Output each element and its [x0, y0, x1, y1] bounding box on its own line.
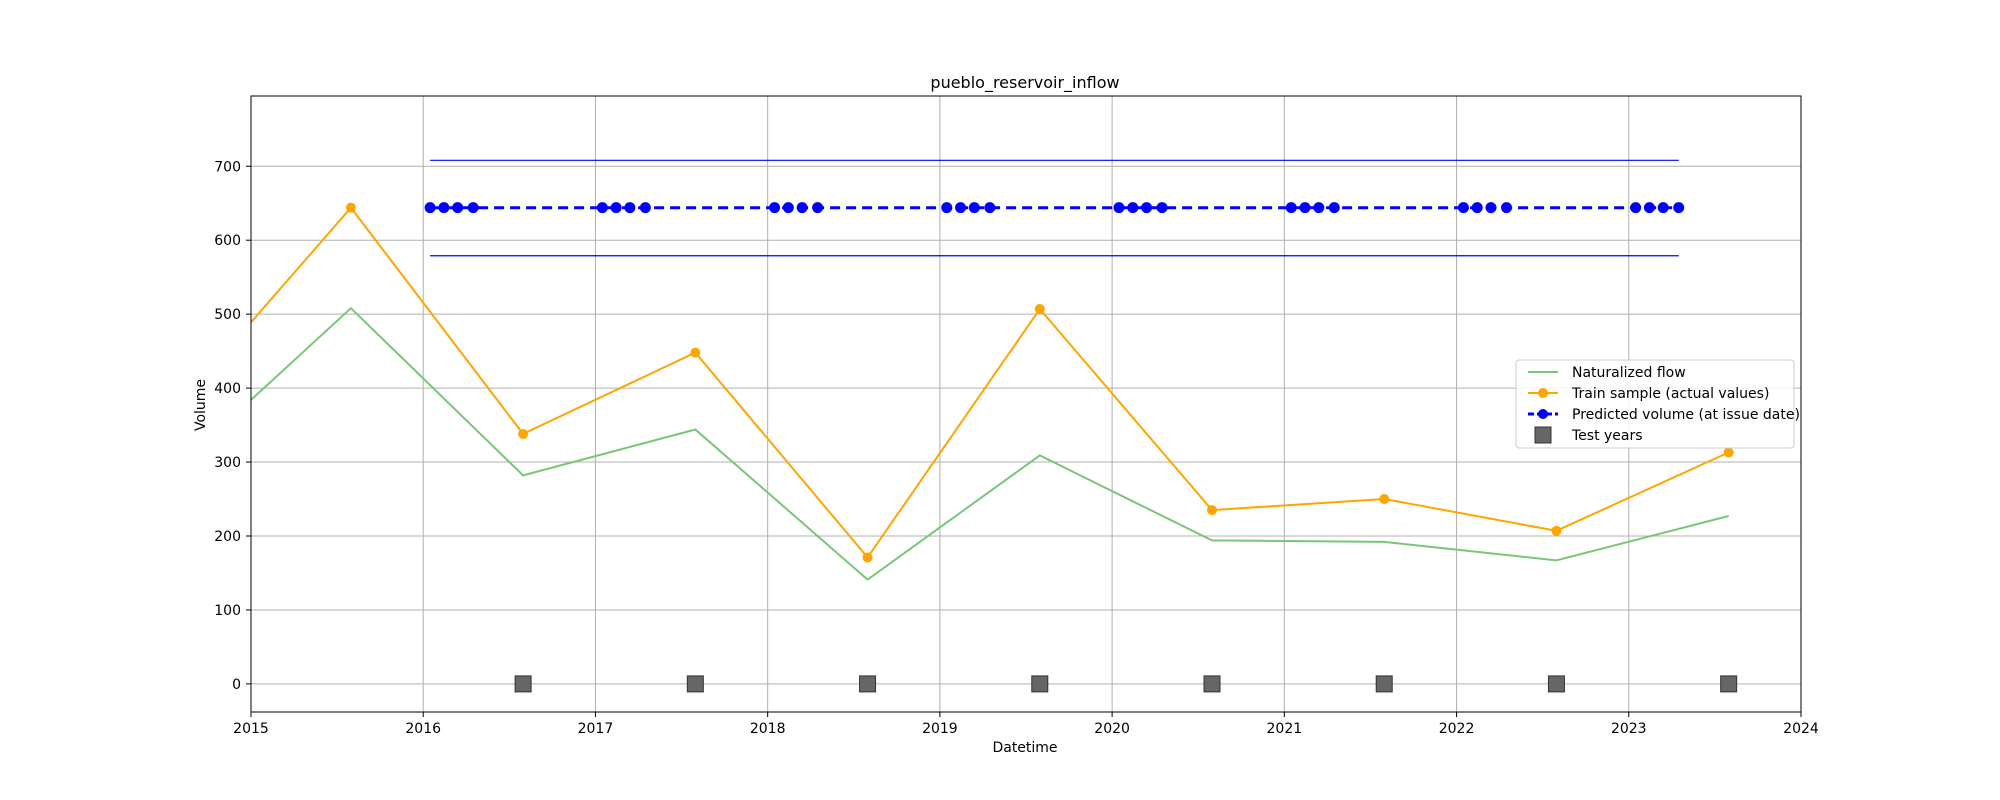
x-tick-label: 2019: [922, 721, 958, 737]
y-tick-label: 600: [214, 233, 241, 249]
legend-swatch-marker: [1538, 388, 1548, 398]
predicted-volume-point: [438, 202, 450, 214]
predicted-volume-point: [1328, 202, 1340, 214]
predicted-volume-point: [1501, 202, 1512, 214]
x-tick-label: 2022: [1439, 721, 1475, 737]
y-axis-label: Volume: [193, 379, 209, 431]
y-tick-label: 100: [214, 603, 241, 619]
predicted-volume-point: [941, 202, 953, 214]
test-year-marker: [1031, 675, 1049, 693]
test-year-marker: [1203, 675, 1221, 693]
x-tick-label: 2018: [750, 721, 786, 737]
legend-label: Test years: [1571, 428, 1643, 444]
naturalized-flow-line: [250, 306, 1729, 581]
predicted-volume-point: [796, 202, 808, 214]
predicted-volume-point: [624, 202, 636, 214]
train-sample-point: [862, 552, 873, 563]
train-sample-line: [250, 206, 1730, 560]
legend-entry: Naturalized flow: [1528, 365, 1686, 381]
predicted-volume-point: [452, 202, 464, 214]
predicted-volume-point: [1471, 202, 1483, 214]
chart-title: pueblo_reservoir_inflow: [930, 73, 1119, 93]
legend-box: [1515, 359, 1795, 449]
predicted-volume-point: [639, 202, 651, 214]
predicted-volume-point: [1127, 202, 1139, 214]
series: [250, 202, 1738, 693]
legend-label: Train sample (actual values): [1571, 386, 1769, 402]
predicted-volume-point: [968, 202, 980, 214]
plot-frame: [250, 95, 1802, 713]
predicted-volume-point: [1643, 202, 1655, 214]
predicted-volume-point: [1299, 202, 1311, 214]
train-sample-point: [690, 347, 701, 358]
y-tick-label: 400: [214, 381, 241, 397]
legend: Naturalized flow Train sample (actual val…: [1515, 359, 1800, 449]
test-year-marker: [859, 675, 877, 693]
prediction-interval-lines: [430, 159, 1679, 257]
x-tick-label: 2021: [1267, 721, 1303, 737]
x-axis-label: Datetime: [992, 740, 1057, 756]
predicted-volume-point: [1485, 202, 1497, 214]
y-tick-label: 300: [214, 455, 241, 471]
predicted-volume-point: [1141, 202, 1153, 214]
test-year-marker: [1547, 675, 1565, 693]
test-year-marker: [686, 675, 704, 693]
train-sample-point: [1207, 505, 1217, 516]
legend-label: Naturalized flow: [1572, 365, 1686, 381]
predicted-volume-point: [1113, 202, 1125, 214]
predicted-volume-point: [1156, 202, 1168, 214]
predicted-volume-point: [1630, 202, 1642, 214]
train-sample-point: [1723, 447, 1734, 458]
x-tick-label: 2024: [1783, 721, 1819, 737]
train-sample-point: [1379, 494, 1390, 505]
predicted-volume-point: [1673, 202, 1685, 214]
legend-entry: Test years: [1534, 426, 1643, 444]
test-year-marker: [1375, 675, 1393, 693]
predicted-volume-point: [1457, 202, 1469, 214]
legend-swatch-marker: [1538, 409, 1548, 419]
predicted-volume-point: [984, 202, 996, 214]
y-tick-label: 500: [214, 307, 241, 323]
predicted-volume-point: [467, 202, 479, 214]
x-tick-label: 2015: [233, 721, 269, 737]
predicted-volume-point: [1285, 202, 1297, 214]
legend-entry: Predicted volume (at issue date): [1528, 407, 1800, 423]
predicted-volume-point: [596, 202, 608, 214]
train-sample-point: [1034, 303, 1045, 314]
legend-label: Predicted volume (at issue date): [1572, 407, 1800, 423]
test-year-marker: [514, 675, 532, 693]
y-tick-label: 700: [214, 159, 241, 175]
x-tick-label: 2017: [578, 721, 614, 737]
train-sample-point: [518, 428, 529, 439]
y-tick-label: 200: [214, 529, 241, 545]
test-year-marker: [1720, 675, 1738, 693]
x-tick-label: 2016: [405, 721, 441, 737]
predicted-volume-point: [610, 202, 622, 214]
predicted-volume-point: [769, 202, 781, 214]
axis-ticks: 2015 2016 2017 2018 2019 2020 2021 2022 2023 2024…: [214, 159, 1819, 737]
train-sample-point: [345, 202, 356, 213]
train-sample-point: [1551, 525, 1562, 536]
x-tick-label: 2020: [1094, 721, 1130, 737]
predicted-volume-point: [1313, 202, 1325, 214]
predicted-volume-point: [782, 202, 794, 214]
legend-entry: Train sample (actual values): [1528, 386, 1769, 402]
legend-swatch-marker: [1534, 426, 1552, 444]
y-tick-label: 0: [232, 677, 241, 693]
predicted-volume-point: [812, 202, 824, 214]
predicted-volume-point: [1657, 202, 1669, 214]
predicted-volume-point: [955, 202, 967, 214]
predicted-volume-point: [424, 202, 436, 214]
x-tick-label: 2023: [1611, 721, 1647, 737]
